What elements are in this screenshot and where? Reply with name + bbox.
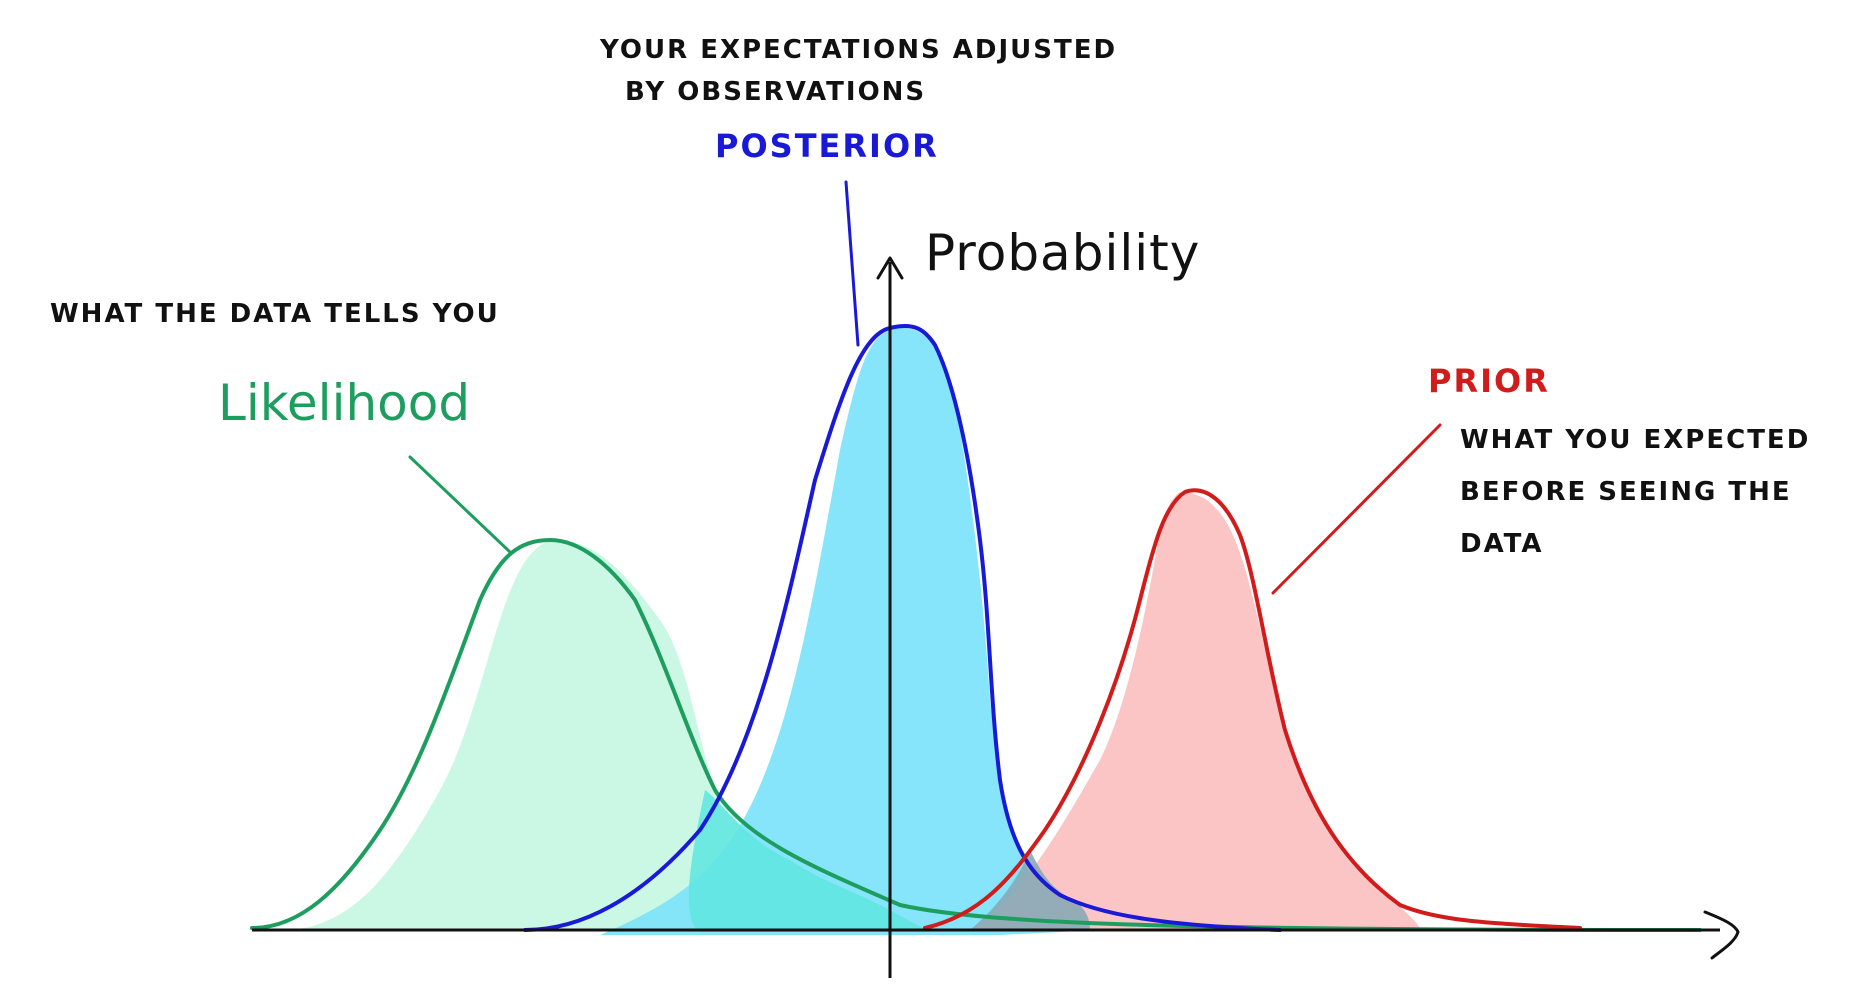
prior-label: PRIOR xyxy=(1428,362,1550,400)
overlap-area-posterior-prior xyxy=(970,850,1090,930)
overlap-area-likelihood-posterior xyxy=(688,790,930,932)
likelihood-label: Likelihood xyxy=(218,374,470,432)
prior-description-line1: WHAT YOU EXPECTED xyxy=(1460,425,1810,455)
posterior-description-line1: YOUR EXPECTATIONS ADJUSTED xyxy=(599,35,1117,65)
x-axis-arrow xyxy=(1703,910,1740,960)
posterior-area xyxy=(600,327,1100,936)
prior-description-line3: DATA xyxy=(1460,529,1544,559)
likelihood-curve xyxy=(250,538,1702,932)
prior-leader xyxy=(1271,423,1442,595)
posterior-leader xyxy=(844,180,860,347)
prior-area xyxy=(970,491,1420,930)
posterior-description-line2: BY OBSERVATIONS xyxy=(625,77,926,107)
posterior-label: POSTERIOR xyxy=(715,127,939,165)
y-axis-arrow xyxy=(876,256,904,280)
prior-description-line2: BEFORE SEEING THE xyxy=(1460,477,1792,507)
likelihood-leader xyxy=(408,455,512,554)
likelihood-area xyxy=(290,540,930,930)
prior-curve xyxy=(923,488,1582,930)
posterior-curve xyxy=(523,324,1282,932)
likelihood-description: WHAT THE DATA TELLS YOU xyxy=(50,299,500,329)
y-axis-label: Probability xyxy=(925,224,1200,282)
